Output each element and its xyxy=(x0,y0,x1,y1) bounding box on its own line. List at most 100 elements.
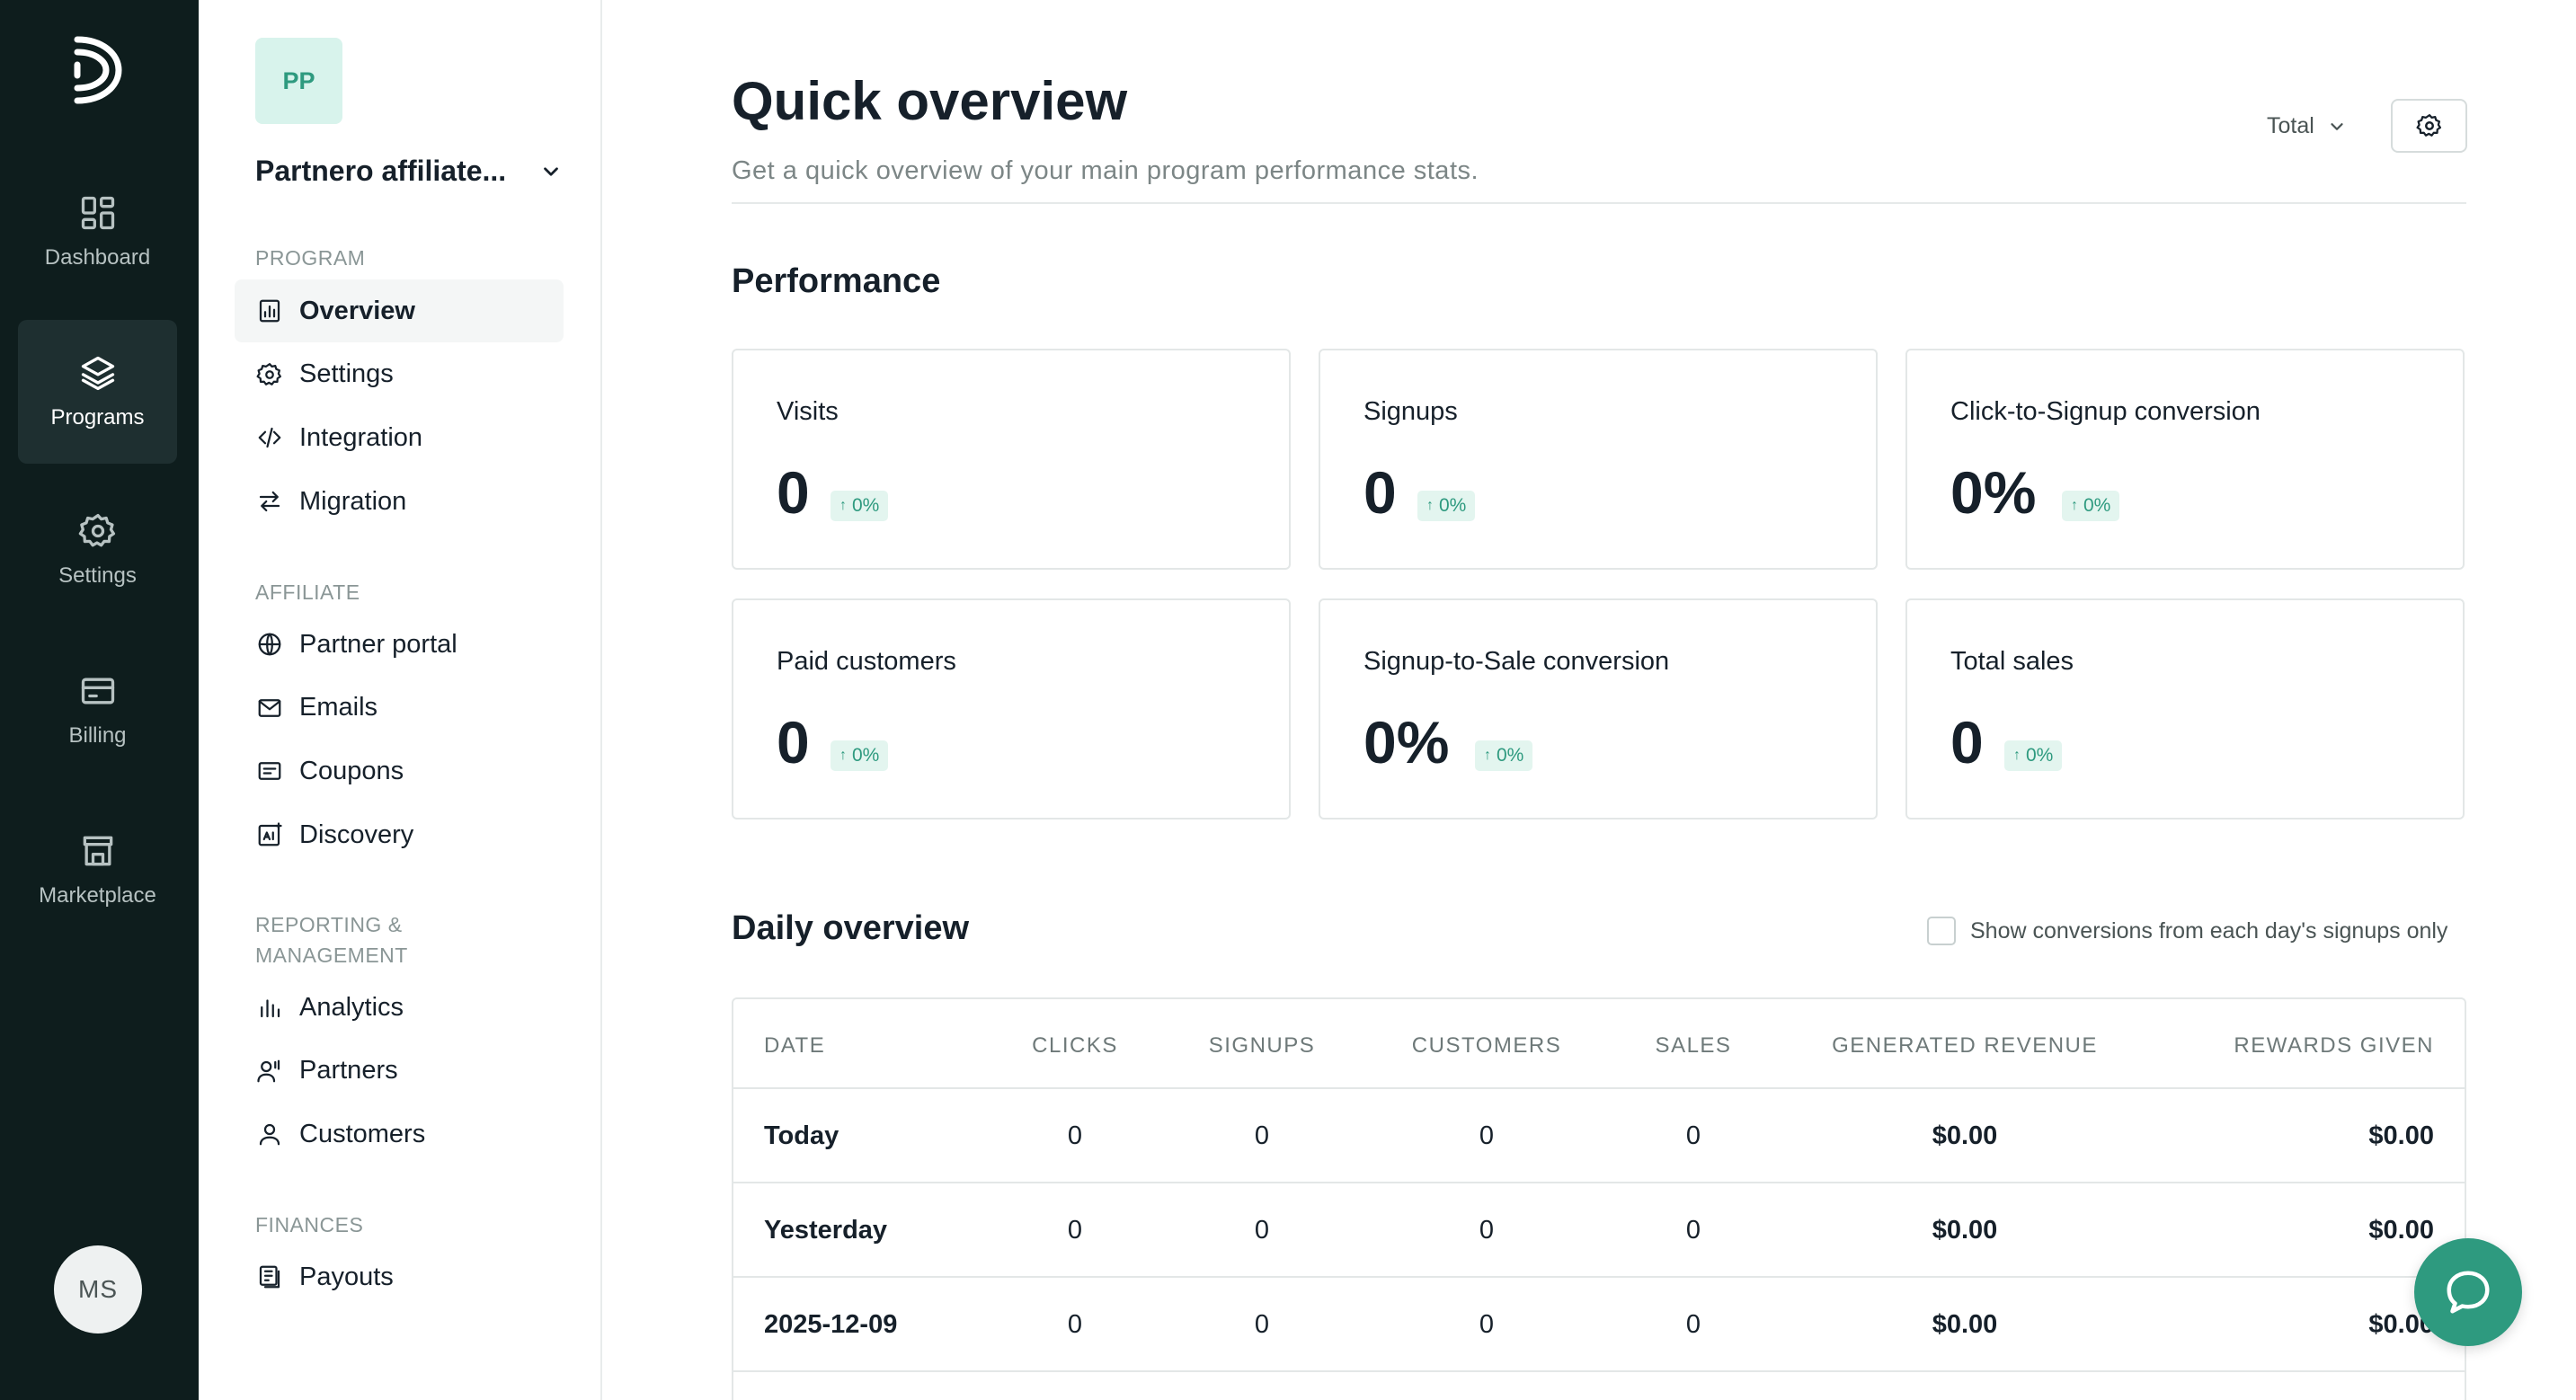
table-cell: 0 xyxy=(1685,1121,1701,1150)
signups-only-checkbox[interactable] xyxy=(1927,917,1956,945)
stat-card-value: 0% xyxy=(1364,709,1450,775)
rail-item-marketplace[interactable]: Marketplace xyxy=(18,798,177,942)
page-subtitle: Get a quick overview of your main progra… xyxy=(732,156,1479,185)
stat-card-paid-customers: Paid customers 0 ↑ 0% xyxy=(732,598,1291,820)
rail-item-dashboard[interactable]: Dashboard xyxy=(18,160,177,304)
arrow-up-icon: ↑ xyxy=(2071,498,2078,513)
gear-icon xyxy=(2416,114,2441,137)
stat-card-signup-to-sale-conversion: Signup-to-Sale conversion 0% ↑ 0% xyxy=(1319,598,1878,820)
table-cell: 0 xyxy=(1254,1216,1270,1245)
rail-item-billing[interactable]: Billing xyxy=(18,638,177,782)
sidebar-item-label: Migration xyxy=(299,486,407,516)
sidebar-item-integration[interactable]: Integration xyxy=(235,406,564,469)
stat-card-delta-badge: ↑ 0% xyxy=(1475,740,1533,771)
sidebar-item-analytics[interactable]: Analytics xyxy=(235,976,564,1039)
globe-icon xyxy=(258,633,281,656)
sidebar-item-partners[interactable]: Partners xyxy=(235,1040,564,1103)
table-cell: 0 xyxy=(1479,1310,1495,1339)
stat-card-click-to-signup-conversion: Click-to-Signup conversion 0% ↑ 0% xyxy=(1905,349,2465,570)
main-content: Quick overview Get a quick overview of y… xyxy=(602,0,2576,1400)
stat-card-label: Total sales xyxy=(1950,647,2074,676)
arrow-up-icon: ↑ xyxy=(839,498,847,513)
billing-icon xyxy=(81,678,114,704)
signups-only-toggle[interactable]: Show conversions from each day's signups… xyxy=(1927,917,2447,945)
sidebar-item-label: Payouts xyxy=(299,1262,394,1291)
partners-icon xyxy=(257,1059,280,1083)
column-header[interactable]: CUSTOMERS xyxy=(1411,1033,1562,1058)
stat-card-delta-badge: ↑ 0% xyxy=(2062,491,2120,521)
chat-icon xyxy=(2447,1271,2490,1314)
rail-item-programs[interactable]: Programs xyxy=(18,320,177,464)
sidebar-item-coupons[interactable]: Coupons xyxy=(235,740,564,802)
program-name-label: Partnero affiliate... xyxy=(255,155,507,187)
sidebar-section-label: AFFILIATE xyxy=(255,580,360,604)
stat-card-delta-badge: ↑ 0% xyxy=(831,491,889,521)
sidebar-item-settings[interactable]: Settings xyxy=(235,343,564,406)
chevron-down-icon xyxy=(2331,122,2343,130)
range-select[interactable]: Total xyxy=(2267,113,2347,139)
table-row: Today 0 0 0 0 $0.00 $0.00 xyxy=(733,1089,2465,1183)
column-header[interactable]: SALES xyxy=(1655,1033,1732,1058)
gear-icon xyxy=(78,513,115,547)
sidebar-section-label: REPORTING & MANAGEMENT xyxy=(255,913,408,967)
column-header[interactable]: REWARDS GIVEN xyxy=(2234,1033,2434,1058)
stat-card-delta-badge: ↑ 0% xyxy=(2004,740,2063,771)
column-header[interactable]: SIGNUPS xyxy=(1208,1033,1316,1058)
sidebar-item-label: Discovery xyxy=(299,820,414,849)
user-avatar[interactable]: MS xyxy=(54,1245,142,1334)
stat-card-signups: Signups 0 ↑ 0% xyxy=(1319,349,1878,570)
sidebar-item-label: Customers xyxy=(299,1119,426,1148)
stat-card-delta-badge: ↑ 0% xyxy=(1417,491,1476,521)
column-header[interactable]: CLICKS xyxy=(1032,1033,1118,1058)
arrow-up-icon: ↑ xyxy=(2013,748,2021,763)
stat-card-delta-value: 0% xyxy=(2083,495,2111,516)
program-sidebar: PP Partnero affiliate... PROGRAM Overview… xyxy=(199,0,602,1400)
program-switcher[interactable]: Partnero affiliate... xyxy=(255,155,563,188)
analytics-icon xyxy=(261,999,280,1018)
rail-item-label: Marketplace xyxy=(39,883,156,908)
stat-card-value: 0 xyxy=(777,459,810,526)
support-chat-button[interactable] xyxy=(2414,1238,2522,1346)
stat-card-label: Visits xyxy=(777,397,839,426)
sidebar-item-discovery[interactable]: Discovery xyxy=(235,803,564,866)
stat-card-delta-badge: ↑ 0% xyxy=(831,740,889,771)
sidebar-section-label: PROGRAM xyxy=(255,246,366,270)
rail-item-settings[interactable]: Settings xyxy=(18,478,177,622)
sidebar-item-label: Analytics xyxy=(299,992,404,1022)
overview-settings-button[interactable] xyxy=(2391,99,2467,153)
table-cell: $0.00 xyxy=(2368,1216,2434,1245)
sidebar-item-partner-portal[interactable]: Partner portal xyxy=(235,613,564,676)
stat-card-value: 0% xyxy=(1950,459,2037,526)
stat-card-visits: Visits 0 ↑ 0% xyxy=(732,349,1291,570)
sidebar-item-emails[interactable]: Emails xyxy=(235,677,564,740)
stat-card-delta-value: 0% xyxy=(1497,745,1524,766)
column-header[interactable]: GENERATED REVENUE xyxy=(1832,1033,2098,1058)
stat-card-value: 0 xyxy=(1950,709,1984,775)
signups-only-label: Show conversions from each day's signups… xyxy=(1970,917,2448,944)
table-cell: 0 xyxy=(1067,1216,1083,1245)
sidebar-item-customers[interactable]: Customers xyxy=(235,1103,564,1165)
sidebar-item-overview[interactable]: Overview xyxy=(235,279,564,342)
table-header: DATE CLICKS SIGNUPS CUSTOMERS SALES GENERATED… xyxy=(733,999,2465,1089)
range-select-value: Total xyxy=(2267,113,2314,138)
sidebar-item-label: Settings xyxy=(299,359,394,389)
table-row xyxy=(733,1372,2465,1400)
stat-card-total-sales: Total sales 0 ↑ 0% xyxy=(1905,598,2465,820)
sidebar-item-payouts[interactable]: Payouts xyxy=(235,1245,564,1308)
arrows-swap-icon xyxy=(259,491,280,512)
table-cell: $0.00 xyxy=(1932,1121,1998,1150)
rail-item-label: Dashboard xyxy=(44,245,151,270)
sidebar-item-migration[interactable]: Migration xyxy=(235,470,564,533)
stat-card-delta-value: 0% xyxy=(2026,745,2054,766)
table-row: Yesterday 0 0 0 0 $0.00 $0.00 xyxy=(733,1183,2465,1278)
rail-item-label: Settings xyxy=(58,563,137,588)
sidebar-item-label: Integration xyxy=(299,422,423,452)
stat-card-label: Signups xyxy=(1364,397,1458,426)
brand-logo-icon[interactable] xyxy=(72,36,122,104)
sidebar-section-label: FINANCES xyxy=(255,1213,364,1236)
table-cell: 2025-12-09 xyxy=(764,1310,898,1339)
column-header[interactable]: DATE xyxy=(764,1033,826,1058)
table-cell: 0 xyxy=(1254,1121,1270,1150)
layers-icon xyxy=(81,356,114,391)
table-cell: 0 xyxy=(1067,1121,1083,1150)
